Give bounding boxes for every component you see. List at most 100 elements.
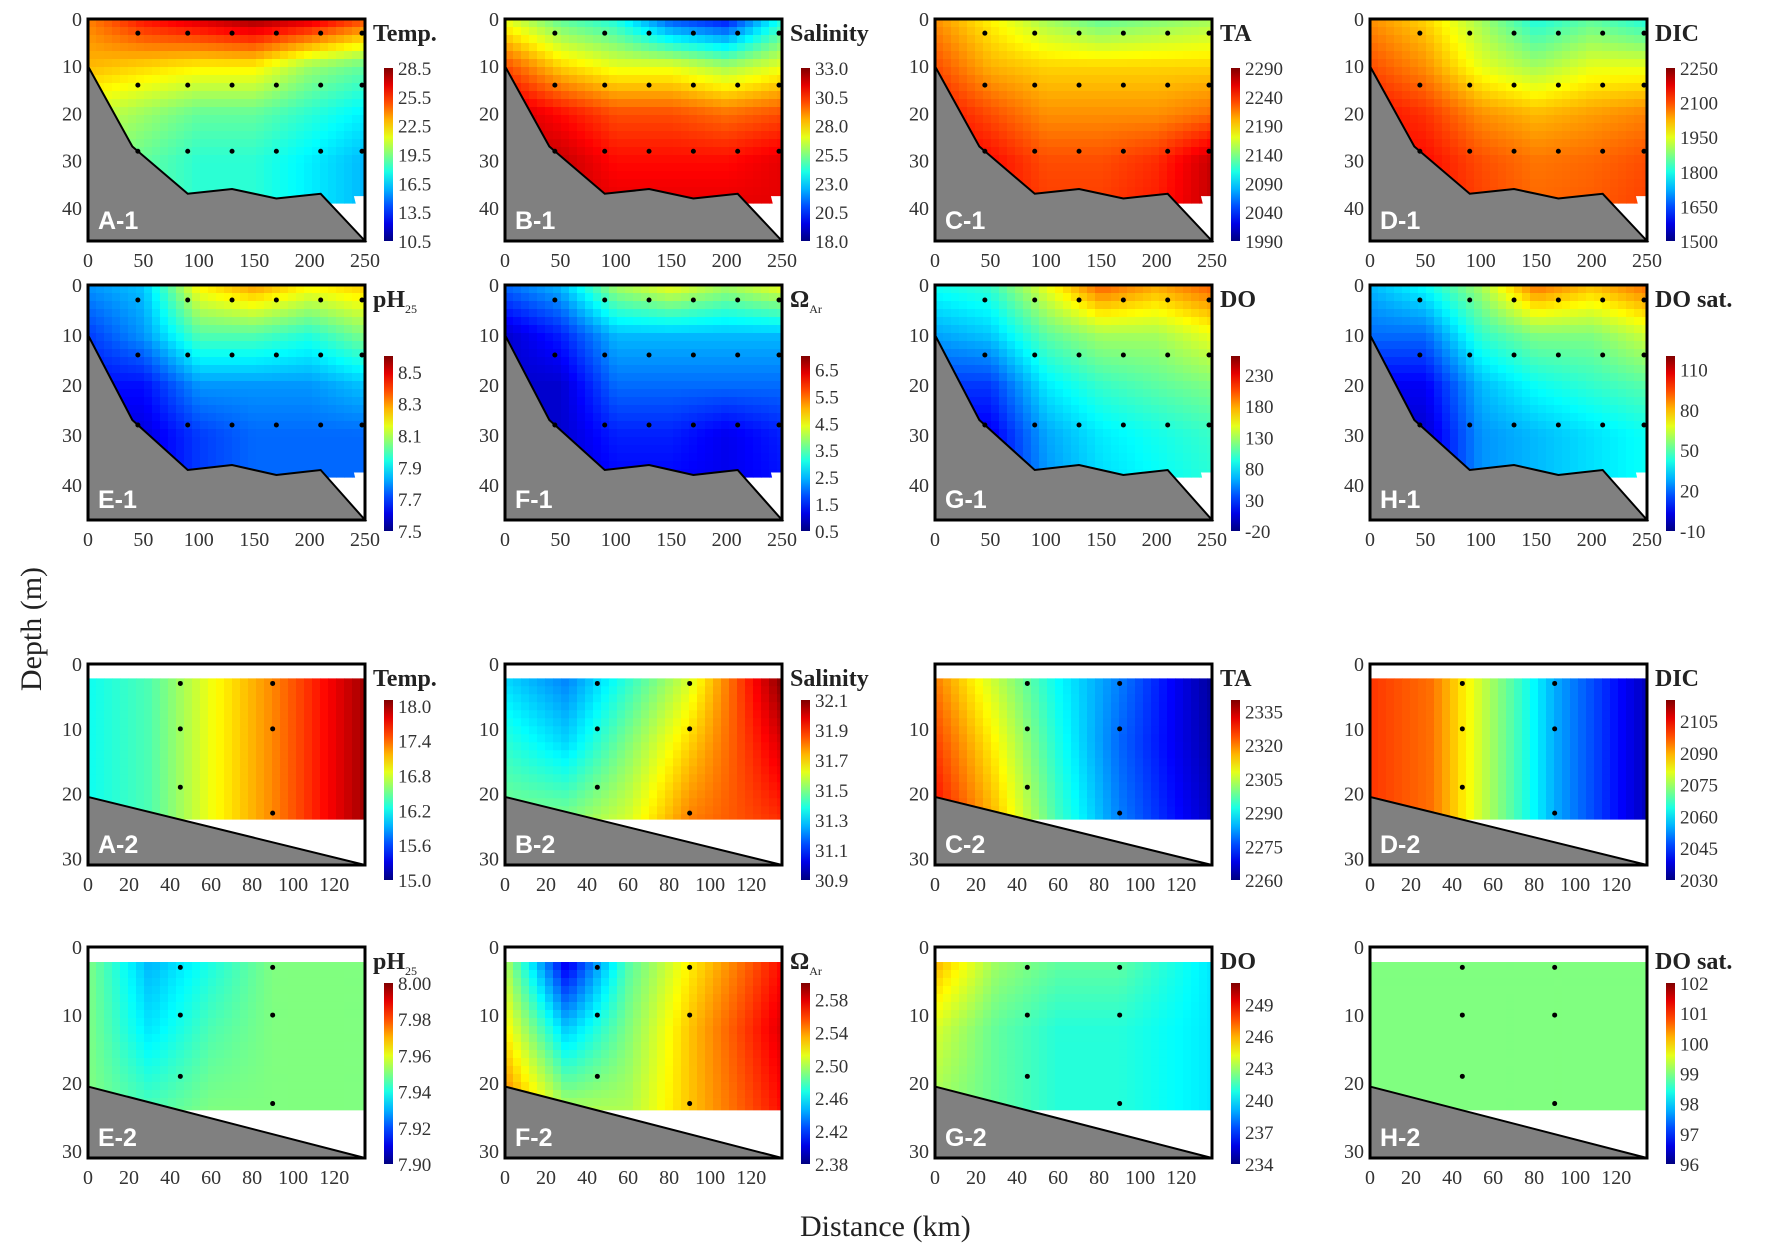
heat-cell [689, 179, 698, 188]
heat-cell [344, 187, 353, 196]
heat-cell [216, 285, 225, 294]
heat-cell [681, 429, 690, 438]
heat-cell [593, 179, 602, 188]
heat-cell [713, 19, 722, 28]
heat-cell [999, 91, 1008, 100]
heat-cell [1578, 27, 1587, 36]
heat-cell [537, 83, 546, 92]
heat-cell [601, 19, 610, 28]
heat-cell [216, 301, 225, 310]
heat-cell [240, 179, 249, 188]
heat-cell [1538, 59, 1547, 68]
heat-cell [328, 421, 337, 430]
heat-cell [959, 91, 968, 100]
colorbar-tick-label: 13.5 [398, 203, 431, 224]
heat-cell [1159, 83, 1168, 92]
heat-cell [1191, 123, 1200, 132]
heat-cell [328, 195, 337, 204]
heat-cell [1458, 99, 1467, 108]
heat-cell [641, 67, 650, 76]
heat-cell [192, 139, 201, 148]
heat-cell [1514, 107, 1523, 116]
heat-cell [1183, 51, 1192, 60]
heat-cell [200, 59, 209, 68]
heat-cell [697, 35, 706, 44]
heat-cell [721, 51, 730, 60]
heat-cell [1514, 139, 1523, 148]
heat-cell [312, 317, 321, 326]
sample-point [776, 82, 782, 88]
heat-cell [1111, 99, 1120, 108]
y-tick-label: 0 [919, 9, 929, 31]
heat-cell [585, 115, 594, 124]
heat-cell [745, 163, 754, 172]
heat-cell [264, 147, 273, 156]
heat-cell [1642, 171, 1647, 180]
heat-cell [1562, 115, 1571, 124]
colorbar-tick-label: 19.5 [398, 146, 431, 167]
heat-cell [569, 19, 578, 28]
heat-cell [1466, 19, 1475, 28]
heat-cell [136, 285, 145, 294]
heat-cell [737, 317, 746, 326]
heat-cell [256, 293, 265, 302]
heat-cell [641, 51, 650, 60]
heat-cell [320, 293, 329, 302]
heat-cell [705, 171, 714, 180]
heat-cell [649, 389, 658, 398]
heat-cell [288, 437, 297, 446]
heat-cell [1642, 123, 1647, 132]
heat-cell [1498, 51, 1507, 60]
heat-cell [344, 413, 353, 422]
heat-cell [1626, 59, 1635, 68]
heat-cell [689, 91, 698, 100]
heat-cell [1426, 115, 1435, 124]
heat-cell [1514, 51, 1523, 60]
heat-cell [1434, 59, 1443, 68]
heat-cell [1135, 51, 1144, 60]
heat-cell [561, 413, 570, 422]
heat-cell [192, 285, 201, 294]
heat-cell [1418, 107, 1427, 116]
heat-cell [975, 19, 984, 28]
heat-cell [128, 341, 137, 350]
heat-cell [1039, 187, 1048, 196]
heat-cell [280, 187, 289, 196]
heat-cell [545, 373, 554, 382]
heat-cell [312, 19, 321, 28]
heat-cell [681, 179, 690, 188]
heat-cell [1538, 163, 1547, 172]
heat-cell [1434, 155, 1443, 164]
heat-cell [1127, 139, 1136, 148]
heat-cell [689, 397, 698, 406]
heat-cell [1135, 179, 1144, 188]
heat-cell [320, 437, 329, 446]
heat-cell [120, 67, 129, 76]
heat-cell [184, 445, 193, 454]
heat-cell [1103, 59, 1112, 68]
heat-cell [529, 285, 538, 294]
heat-cell [633, 389, 642, 398]
heat-cell [328, 35, 337, 44]
heat-cell [320, 325, 329, 334]
heat-cell [248, 99, 257, 108]
heat-cell [705, 397, 714, 406]
heat-cell [264, 285, 273, 294]
sample-point [1467, 82, 1473, 88]
heat-cell [1111, 187, 1120, 196]
heat-cell [344, 115, 353, 124]
heat-cell [729, 349, 738, 358]
heat-cell [176, 43, 185, 52]
heat-cell [753, 341, 762, 350]
heat-cell [1071, 163, 1080, 172]
heat-cell [200, 67, 209, 76]
heat-cell [104, 357, 113, 366]
heat-cell [1538, 179, 1547, 188]
heat-cell [641, 301, 650, 310]
heat-cell [216, 19, 225, 28]
heat-cell [160, 349, 169, 358]
heat-cell [176, 99, 185, 108]
heat-cell [553, 301, 562, 310]
heat-cell [1634, 51, 1643, 60]
heat-cell [1506, 155, 1515, 164]
